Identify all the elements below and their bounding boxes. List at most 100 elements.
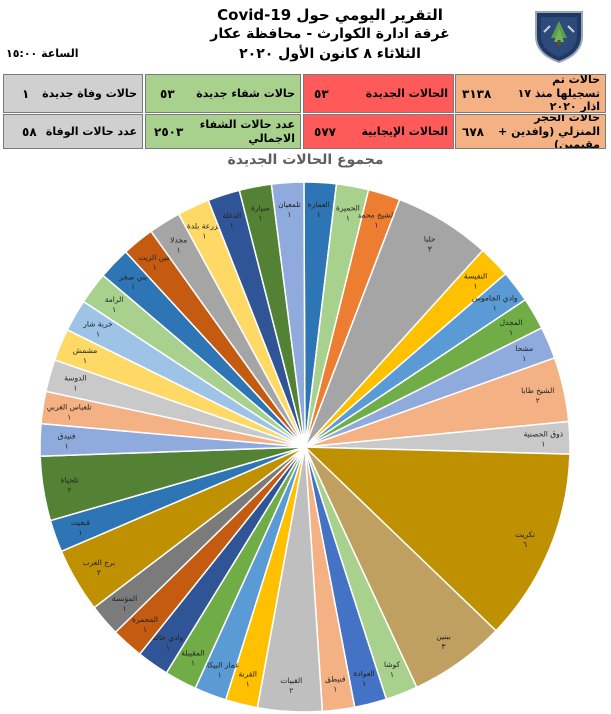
- slice-label-16: القرنة: [239, 670, 257, 679]
- slice-label-1: الحميرة: [336, 203, 360, 212]
- slice-label-13: العوادة: [353, 669, 374, 678]
- stat-total-deaths: عدد حالات الوفاة ٥٨: [3, 114, 143, 149]
- slice-label-37: تلمعيان: [278, 200, 301, 209]
- slice-value-5: ١: [493, 304, 497, 313]
- slice-value-12: ١: [390, 670, 394, 679]
- stat-new-cases: الحالات الجديدة ٥٣: [303, 74, 454, 113]
- stat-value: ٥٨: [22, 124, 37, 139]
- slice-label-10: تكريت: [515, 530, 535, 539]
- slice-label-20: المحمرة: [132, 615, 158, 624]
- stat-new-deaths: حالات وفاة جديدة ١: [3, 74, 143, 113]
- slice-value-17: ١: [218, 671, 222, 680]
- slice-value-14: ١: [333, 685, 337, 694]
- slice-value-4: ١: [474, 281, 478, 290]
- stat-label: عدد حالات الوفاة: [45, 124, 137, 138]
- chart-title: مجموع الحالات الجديدة: [227, 152, 384, 168]
- slice-label-24: تلحياة: [61, 476, 79, 485]
- slice-label-12: كوشا: [384, 660, 400, 669]
- slice-label-29: خربة شار: [82, 320, 113, 329]
- slice-label-11: ببنين: [436, 632, 451, 641]
- slice-label-17: عمار البيكات: [200, 661, 240, 670]
- slice-label-32: عين الزيت: [138, 253, 171, 262]
- slice-label-3: حلبا: [424, 235, 436, 244]
- slice-label-35: الدغلة: [222, 211, 241, 220]
- stat-value: ٢٥٠٣: [154, 124, 184, 139]
- stat-positive-cases: الحالات الإيجابية ٥٧٧: [303, 114, 454, 149]
- slice-value-11: ٣: [442, 642, 446, 651]
- slice-value-32: ١: [153, 263, 157, 272]
- slice-label-25: فنيدق: [58, 432, 76, 441]
- slice-value-21: ١: [122, 604, 126, 613]
- report-title: التقرير اليومي حول Covid-19: [217, 6, 443, 24]
- stat-label: عدد حالات الشفاء الاجمالي: [199, 117, 295, 145]
- stat-new-recoveries: حالات شفاء جديدة ٥٣: [145, 74, 301, 113]
- slice-value-0: ١: [317, 210, 321, 219]
- stat-value: ١: [22, 86, 30, 101]
- slice-value-29: ١: [96, 330, 100, 339]
- slice-label-7: مشحا: [515, 344, 533, 353]
- slice-label-21: المؤنسة: [112, 594, 137, 603]
- slice-label-22: برج العرب: [83, 558, 116, 567]
- stat-value: ٥٧٧: [314, 124, 336, 139]
- slice-label-19: وادي خالد: [153, 633, 184, 642]
- stat-label: الحالات الجديدة: [365, 86, 448, 100]
- civil-defense-logo: [530, 6, 588, 64]
- slice-value-26: ١: [67, 412, 71, 421]
- slice-value-23: ١: [78, 528, 82, 537]
- slice-value-27: ١: [73, 384, 77, 393]
- slice-label-15: القبيات: [280, 676, 302, 685]
- slice-label-2: الشيخ محمد: [358, 210, 396, 219]
- slice-label-27: الدوسة: [64, 374, 86, 383]
- stat-label: حالات تم تسجيلها منذ ١٧ اذار ٢٠٢٠: [517, 74, 600, 113]
- slice-value-10: ٦: [523, 540, 527, 549]
- stat-label: حالات الحجر المنزلي (وافدين + مقيمين): [498, 114, 600, 149]
- slice-value-33: ١: [177, 246, 181, 255]
- slice-label-8: الشيخ طابا: [521, 386, 554, 395]
- slice-value-2: ١: [374, 220, 378, 229]
- slice-value-25: ١: [65, 442, 69, 451]
- stat-label: حالات شفاء جديدة: [196, 86, 295, 100]
- slice-value-16: ١: [246, 680, 250, 689]
- pie-slice-37: [270, 181, 306, 448]
- slice-label-6: المجدل: [500, 318, 523, 327]
- slice-label-36: منيارة: [251, 204, 269, 213]
- slice-value-15: ٢: [289, 686, 293, 695]
- slice-value-19: ١: [166, 643, 170, 652]
- slice-label-34: مزرعة بلدة: [187, 222, 222, 231]
- slice-value-1: ١: [346, 213, 350, 222]
- slice-value-36: ١: [258, 214, 262, 223]
- slice-label-30: الرامة: [105, 295, 124, 304]
- stat-home-quarantine: حالات الحجر المنزلي (وافدين + مقيمين) ٦٧…: [455, 114, 606, 149]
- slice-value-30: ١: [112, 305, 116, 314]
- pie-slice-10: [303, 446, 571, 632]
- slice-value-6: ١: [509, 328, 513, 337]
- slice-value-18: ١: [191, 659, 195, 668]
- slice-label-18: المقيبلة: [181, 649, 205, 658]
- slice-value-35: ١: [230, 221, 234, 230]
- slice-value-7: ١: [522, 354, 526, 363]
- slice-value-22: ٢: [97, 568, 101, 577]
- slice-value-24: ٢: [67, 486, 71, 495]
- report-time: الساعة ١٥:٠٠: [6, 47, 79, 60]
- slice-value-8: ٢: [536, 396, 540, 405]
- stat-label: الحالات الإيجابية: [361, 124, 448, 138]
- stat-value: ٣١٣٨: [462, 86, 492, 101]
- slice-label-33: مجدلا: [170, 236, 187, 245]
- slice-value-37: ١: [287, 210, 291, 219]
- slice-value-9: ١: [541, 440, 545, 449]
- report-subtitle: غرفة ادارة الكوارث - محافظة عكار: [210, 26, 450, 42]
- stat-value: ٥٣: [160, 86, 175, 101]
- slice-value-31: ١: [131, 283, 135, 292]
- slice-label-4: النفيسة: [464, 271, 487, 280]
- slice-value-34: ١: [202, 232, 206, 241]
- slice-value-28: ١: [83, 356, 87, 365]
- report-date: الثلاثاء ٨ كانون الأول ٢٠٢٠: [239, 46, 421, 62]
- slice-label-28: مشمش: [73, 346, 98, 355]
- stat-value: ٥٣: [314, 86, 329, 101]
- stat-total-recoveries: عدد حالات الشفاء الاجمالي ٢٥٠٣: [145, 114, 301, 149]
- slice-label-0: العمارة: [308, 200, 330, 209]
- slice-label-5: وادي الجاموس: [472, 294, 518, 303]
- stat-total-registered: حالات تم تسجيلها منذ ١٧ اذار ٢٠٢٠ ٣١٣٨: [455, 74, 606, 113]
- slice-label-23: قبعيت: [71, 518, 91, 527]
